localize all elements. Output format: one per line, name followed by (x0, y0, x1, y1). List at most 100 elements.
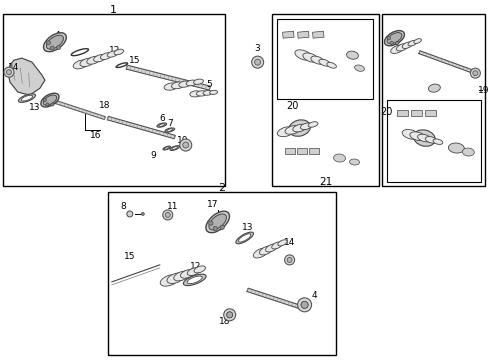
Ellipse shape (86, 56, 100, 64)
Ellipse shape (307, 122, 317, 127)
Ellipse shape (265, 244, 277, 252)
Bar (3, 14, 224, 186)
Ellipse shape (427, 84, 439, 92)
Ellipse shape (271, 242, 282, 249)
Bar (108, 192, 335, 355)
Ellipse shape (417, 134, 430, 142)
Ellipse shape (205, 211, 229, 233)
Ellipse shape (166, 129, 172, 131)
Ellipse shape (333, 154, 345, 162)
Text: 21: 21 (318, 177, 331, 187)
Circle shape (226, 312, 232, 318)
Ellipse shape (73, 60, 88, 69)
Circle shape (389, 41, 392, 45)
Circle shape (297, 298, 311, 312)
Ellipse shape (163, 146, 170, 150)
Text: 11: 11 (167, 202, 178, 211)
Text: 5: 5 (205, 80, 211, 89)
Polygon shape (8, 58, 45, 95)
Circle shape (469, 68, 479, 78)
Text: 20: 20 (380, 107, 392, 117)
Ellipse shape (180, 269, 195, 278)
Ellipse shape (160, 275, 179, 286)
Ellipse shape (159, 124, 164, 126)
Ellipse shape (386, 33, 401, 44)
Text: 13: 13 (242, 224, 253, 233)
Ellipse shape (80, 58, 94, 67)
Ellipse shape (407, 40, 416, 46)
Polygon shape (107, 116, 175, 139)
Circle shape (301, 301, 307, 308)
Text: 7: 7 (166, 118, 172, 127)
Text: 4: 4 (54, 31, 60, 40)
Ellipse shape (41, 93, 59, 107)
Circle shape (223, 309, 235, 321)
Ellipse shape (326, 62, 336, 68)
Polygon shape (246, 288, 300, 309)
Text: 14: 14 (284, 238, 295, 247)
Ellipse shape (302, 53, 318, 62)
Bar (284, 148, 294, 154)
Ellipse shape (401, 130, 419, 139)
Circle shape (43, 99, 46, 102)
Circle shape (472, 71, 477, 76)
Ellipse shape (384, 31, 404, 46)
Circle shape (213, 226, 217, 231)
Text: 13: 13 (29, 103, 41, 112)
Ellipse shape (186, 80, 197, 86)
Ellipse shape (447, 143, 464, 153)
Polygon shape (49, 99, 105, 120)
Circle shape (126, 211, 133, 217)
Ellipse shape (253, 248, 267, 258)
Ellipse shape (285, 126, 300, 134)
Ellipse shape (107, 51, 118, 57)
Ellipse shape (300, 123, 311, 130)
Circle shape (6, 69, 11, 75)
Bar (397, 110, 407, 116)
Ellipse shape (166, 273, 184, 283)
Text: 8: 8 (120, 202, 125, 211)
Ellipse shape (203, 90, 212, 95)
Bar (382, 14, 484, 186)
Bar (276, 19, 373, 99)
Circle shape (395, 41, 398, 45)
Circle shape (180, 139, 191, 151)
Circle shape (220, 225, 224, 229)
Bar (308, 148, 318, 154)
Ellipse shape (21, 95, 33, 101)
Ellipse shape (277, 127, 294, 136)
Ellipse shape (413, 39, 421, 44)
Ellipse shape (179, 81, 190, 87)
Ellipse shape (310, 56, 324, 64)
Text: 1: 1 (109, 5, 116, 15)
Circle shape (141, 212, 144, 215)
Ellipse shape (114, 49, 123, 55)
Ellipse shape (187, 276, 202, 284)
Circle shape (46, 103, 49, 106)
Text: 14: 14 (8, 63, 20, 72)
Ellipse shape (425, 136, 436, 143)
Ellipse shape (390, 45, 403, 54)
Ellipse shape (318, 59, 330, 66)
Circle shape (251, 56, 263, 68)
Ellipse shape (170, 146, 179, 150)
Bar (386, 100, 480, 182)
Ellipse shape (288, 120, 310, 136)
Circle shape (301, 301, 307, 308)
Text: 16: 16 (90, 131, 102, 140)
Ellipse shape (187, 267, 200, 275)
Text: 2: 2 (218, 183, 225, 193)
Circle shape (254, 59, 260, 65)
Ellipse shape (409, 132, 425, 141)
Ellipse shape (173, 271, 189, 281)
Bar (271, 14, 379, 186)
Text: 3: 3 (254, 44, 260, 53)
Ellipse shape (235, 232, 253, 244)
Text: 9: 9 (150, 150, 155, 159)
Circle shape (284, 255, 294, 265)
Text: 20: 20 (286, 101, 298, 111)
Ellipse shape (183, 274, 205, 285)
Ellipse shape (189, 91, 202, 97)
Ellipse shape (164, 128, 174, 132)
Circle shape (208, 221, 212, 225)
